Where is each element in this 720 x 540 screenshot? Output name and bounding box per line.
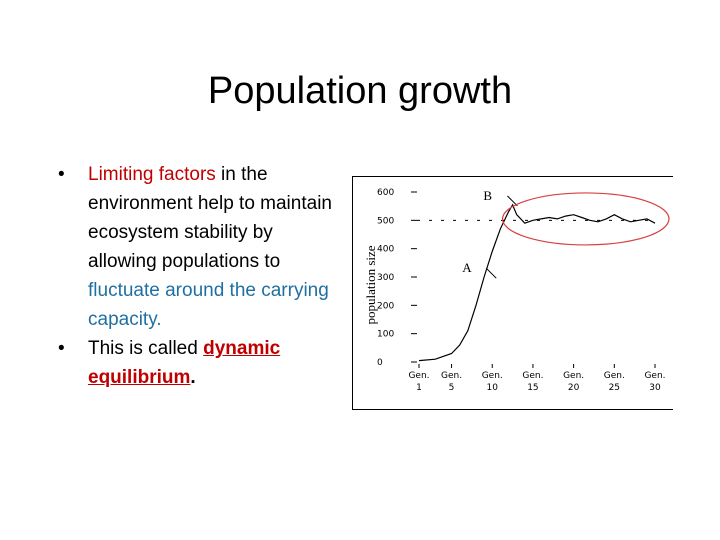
dynamic-equilibrium-text: dynamic equilibrium bbox=[88, 338, 281, 388]
x-tick-label-bottom: 15 bbox=[527, 383, 538, 393]
population-growth-line bbox=[418, 203, 656, 362]
annotation-marker-a bbox=[485, 267, 497, 279]
x-tick-label-bottom: 20 bbox=[568, 383, 580, 393]
y-tick-label: 0 bbox=[377, 358, 383, 368]
bullet-dot: • bbox=[58, 164, 65, 185]
fluctuate-text: fluctuate around the carrying capacity. bbox=[88, 280, 329, 330]
bullet-item-limiting-factors: • Limiting factors in the environment he… bbox=[58, 160, 338, 334]
bullet-list: • Limiting factors in the environment he… bbox=[58, 160, 338, 392]
x-tick-label-bottom: 5 bbox=[449, 383, 455, 393]
y-tick-label: 100 bbox=[377, 330, 394, 340]
bullet-item-dynamic-equilibrium: • This is called dynamic equilibrium. bbox=[58, 334, 338, 392]
bullet-body-text: in the environment help to maintain ecos… bbox=[88, 164, 332, 272]
y-tick-label: 300 bbox=[377, 273, 394, 283]
period-text: . bbox=[190, 367, 196, 388]
y-tick-label: 500 bbox=[377, 216, 394, 226]
y-axis-label: population size bbox=[363, 245, 378, 324]
x-tick-label-bottom: 25 bbox=[609, 383, 620, 393]
population-chart: population size 0 100 200 300 400 500 600 Gen. 1… bbox=[352, 176, 673, 410]
x-tick-label-bottom: 1 bbox=[416, 383, 422, 393]
y-tick-label: 200 bbox=[377, 301, 394, 311]
annotation-label-b: B bbox=[483, 188, 492, 203]
x-tick-label-top: Gen. bbox=[441, 371, 462, 381]
called-text: This is called bbox=[88, 338, 204, 359]
annotation-label-a: A bbox=[462, 260, 472, 275]
y-tick-label: 600 bbox=[377, 188, 394, 198]
bullet-dot: • bbox=[58, 338, 65, 359]
y-tick-label: 400 bbox=[377, 245, 394, 255]
x-tick-label-top: Gen. bbox=[522, 371, 543, 381]
x-tick-label-top: Gen. bbox=[482, 371, 503, 381]
chart-svg: population size 0 100 200 300 400 500 600 Gen. 1… bbox=[363, 188, 670, 393]
x-tick-label-top: Gen. bbox=[563, 371, 584, 381]
x-tick-label-bottom: 30 bbox=[649, 383, 661, 393]
plateau-highlight-ellipse bbox=[501, 192, 670, 246]
slide-title: Population growth bbox=[207, 70, 513, 112]
x-tick-label-top: Gen. bbox=[408, 371, 429, 381]
x-tick-label-top: Gen. bbox=[604, 371, 625, 381]
limiting-factors-text: Limiting factors bbox=[88, 164, 216, 185]
x-tick-label-top: Gen. bbox=[644, 371, 665, 381]
x-tick-label-bottom: 10 bbox=[487, 383, 499, 393]
